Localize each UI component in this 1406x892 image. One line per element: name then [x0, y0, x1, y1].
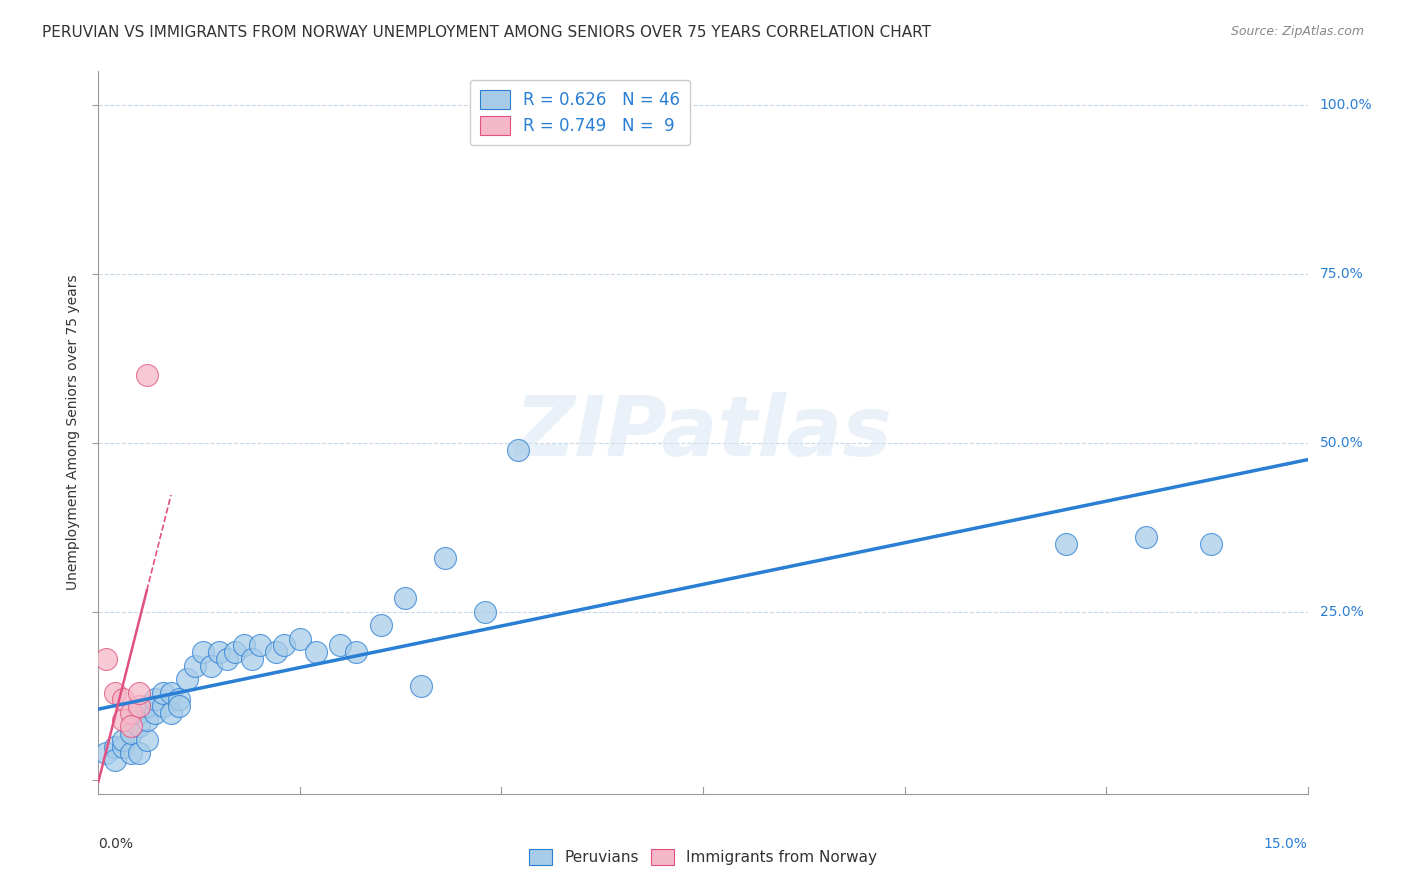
Text: 100.0%: 100.0% [1320, 98, 1372, 112]
Point [160, 706, 183, 720]
Point [111, 739, 134, 754]
Point [1054, 537, 1077, 551]
Point [208, 645, 231, 659]
Point [120, 747, 142, 761]
Point [1135, 530, 1157, 544]
Point [120, 719, 142, 733]
Point [111, 692, 134, 706]
Point [329, 638, 352, 652]
Point [128, 699, 150, 714]
Point [103, 739, 125, 754]
Legend: Peruvians, Immigrants from Norway: Peruvians, Immigrants from Norway [523, 843, 883, 871]
Point [111, 732, 134, 747]
Point [103, 685, 125, 699]
Point [167, 699, 190, 714]
Point [128, 706, 150, 720]
Point [135, 732, 157, 747]
Point [506, 442, 529, 457]
Text: Source: ZipAtlas.com: Source: ZipAtlas.com [1230, 25, 1364, 38]
Point [474, 605, 496, 619]
Point [217, 652, 239, 666]
Point [224, 645, 246, 659]
Point [193, 645, 215, 659]
Point [264, 645, 287, 659]
Point [1199, 537, 1222, 551]
Point [288, 632, 311, 646]
Legend: R = 0.626   N = 46, R = 0.749   N =  9: R = 0.626 N = 46, R = 0.749 N = 9 [470, 79, 690, 145]
Point [200, 658, 222, 673]
Point [232, 638, 254, 652]
Point [152, 699, 174, 714]
Text: PERUVIAN VS IMMIGRANTS FROM NORWAY UNEMPLOYMENT AMONG SENIORS OVER 75 YEARS CORR: PERUVIAN VS IMMIGRANTS FROM NORWAY UNEMP… [42, 25, 931, 40]
Point [96, 747, 118, 761]
Point [394, 591, 416, 605]
Text: 25.0%: 25.0% [1320, 605, 1364, 618]
Point [103, 753, 125, 767]
Point [167, 692, 190, 706]
Point [160, 685, 183, 699]
Point [135, 713, 157, 727]
Point [370, 618, 392, 632]
Point [409, 679, 432, 693]
Point [143, 692, 166, 706]
Point [176, 672, 198, 686]
Point [344, 645, 367, 659]
Text: 75.0%: 75.0% [1320, 267, 1364, 281]
Point [128, 719, 150, 733]
Point [135, 699, 157, 714]
Point [249, 638, 271, 652]
Point [143, 706, 166, 720]
Point [120, 726, 142, 740]
Point [135, 368, 157, 383]
Point [305, 645, 328, 659]
Point [152, 685, 174, 699]
Point [128, 747, 150, 761]
Point [240, 652, 263, 666]
Text: ZIPatlas: ZIPatlas [515, 392, 891, 473]
Text: 15.0%: 15.0% [1264, 838, 1308, 851]
Point [128, 685, 150, 699]
Point [184, 658, 207, 673]
Text: 0.0%: 0.0% [98, 838, 134, 851]
Point [111, 713, 134, 727]
Point [120, 706, 142, 720]
Point [96, 652, 118, 666]
Point [434, 550, 457, 565]
Text: 50.0%: 50.0% [1320, 436, 1364, 450]
Point [273, 638, 295, 652]
Y-axis label: Unemployment Among Seniors over 75 years: Unemployment Among Seniors over 75 years [66, 275, 80, 591]
